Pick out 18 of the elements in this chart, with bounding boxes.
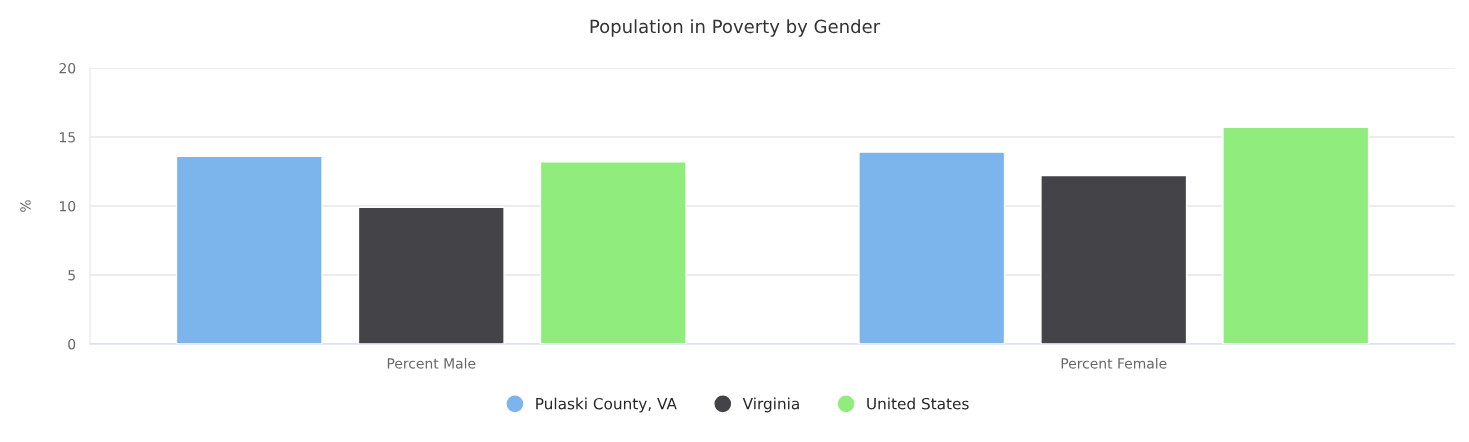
legend-label: Virginia: [742, 397, 799, 413]
bar: [858, 151, 1006, 344]
y-tick-label: 10: [59, 200, 76, 212]
x-tick-label: Percent Male: [387, 357, 476, 369]
bar: [539, 161, 687, 344]
y-tick-label: 5: [68, 270, 75, 281]
y-axis-title: %: [20, 200, 31, 212]
y-tick-label: 20: [59, 62, 76, 74]
y-tick-label: 0: [68, 338, 76, 350]
bar: [1040, 174, 1188, 344]
legend-label: United States: [867, 397, 969, 410]
chart-title: Population in Poverty by Gender: [590, 19, 881, 37]
y-tick-label: 15: [59, 132, 75, 143]
bar: [175, 155, 323, 344]
legend-label: Pulaski County, VA: [536, 397, 677, 413]
bar: [357, 206, 505, 344]
bar: [1222, 126, 1370, 344]
x-tick-label: Percent Female: [1061, 357, 1167, 369]
